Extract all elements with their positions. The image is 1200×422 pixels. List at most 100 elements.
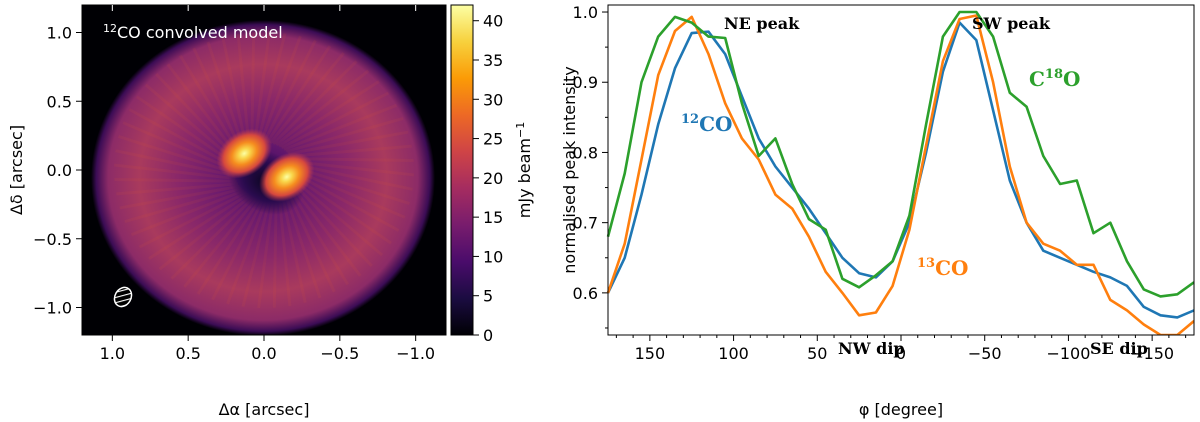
spoke [253, 31, 271, 144]
colorbar-tick-label: 30 [483, 90, 503, 109]
spoke [236, 33, 251, 147]
spoke [196, 196, 263, 295]
label-c18o-main: C [1029, 67, 1045, 91]
series-line-13co [606, 14, 1194, 335]
spoke [130, 189, 245, 237]
spoke [256, 32, 287, 144]
label-13co-main: CO [935, 256, 968, 280]
spoke [269, 52, 345, 144]
spoke [158, 194, 253, 271]
heatmap-panel: 12CO convolved model 1.0 0.5 0.0 −0.5 −1.01.… [7, 4, 447, 419]
line-ylabel: normalised peak intensity [560, 66, 579, 273]
label-c18o-sup: 18 [1045, 67, 1063, 82]
spoke [272, 60, 358, 145]
line-ytick-label: 0.8 [573, 143, 598, 162]
annotation-nw-dip: NW dip [838, 339, 905, 358]
colorbar-tick-label: 20 [483, 169, 503, 188]
heatmap-xtick-label: 0.0 [251, 344, 276, 363]
line-ytick-label: 0.6 [573, 284, 598, 303]
spoke [119, 184, 240, 210]
colorbar-tick-label: 15 [483, 208, 503, 227]
colorbar-tick-label: 5 [483, 287, 493, 306]
line-plot-frame [607, 4, 1195, 336]
colorbar-tick-label: 0 [483, 326, 493, 345]
spoke [148, 192, 250, 260]
line-xtick-label: −100 [1046, 344, 1090, 363]
emission-peak-ne [216, 128, 272, 179]
line-xlabel: φ [degree] [859, 400, 943, 419]
series-line-c18o [606, 10, 1194, 298]
line-xtick-label: 100 [718, 344, 749, 363]
line-xtick-label: −50 [968, 344, 1002, 363]
heatmap-ytick-label: 0.0 [47, 161, 72, 180]
line-ytick-label: 0.7 [573, 214, 598, 233]
spoke [116, 182, 239, 196]
heatmap-xtick-label: 0.5 [175, 344, 200, 363]
spoke [257, 196, 275, 309]
spoke [183, 196, 259, 288]
spoke [290, 180, 373, 267]
colorbar-tick-label: 10 [483, 247, 503, 266]
spoke [291, 177, 384, 257]
label-13co-sup: 13 [917, 256, 935, 271]
title-text: CO convolved model [117, 23, 283, 42]
heatmap-title: 12CO convolved model [103, 22, 283, 42]
heatmap-ylabel: Δδ [arcsec] [7, 125, 26, 215]
heatmap-ytick-label: 0.5 [47, 92, 72, 111]
spoke [114, 177, 237, 183]
line-xtick-label: 50 [807, 344, 827, 363]
spoke [138, 190, 248, 249]
colorbar-label-sup: −1 [514, 122, 527, 138]
spoke [128, 108, 235, 169]
heatmap-xtick-label: −0.5 [320, 344, 359, 363]
spoke [122, 121, 235, 172]
line-xtick-label: −150 [1130, 344, 1174, 363]
annotation-ne-peak: NE peak [724, 14, 800, 33]
heatmap-ytick-label: −0.5 [33, 230, 72, 249]
series-label-c18o: C18O [1029, 67, 1080, 91]
spoke [283, 103, 398, 151]
spoke [262, 39, 317, 144]
spoke [206, 41, 246, 150]
colorbar-tick-label: 25 [483, 130, 503, 149]
heatmap-xtick-label: −1.0 [396, 344, 435, 363]
annotation-sw-peak: SW peak [972, 14, 1051, 33]
label-12co-main: CO [699, 112, 732, 136]
line-ytick-label: 1.0 [573, 3, 598, 22]
spoke [288, 130, 409, 156]
spoke [226, 196, 269, 305]
spoke [115, 149, 235, 178]
heatmap-ytick-label: −1.0 [33, 299, 72, 318]
spoke [293, 171, 400, 232]
spoke [265, 45, 332, 144]
heatmap-ytick-label: 1.0 [47, 24, 72, 43]
line-xtick-label: 150 [635, 344, 666, 363]
label-12co-sup: 12 [681, 112, 699, 127]
spoke [259, 35, 302, 144]
spoke [113, 163, 236, 181]
colorbar: 0 5 10 15 20 25 30 35 40 mJy beam−1 [450, 4, 534, 345]
spoke [170, 195, 256, 280]
series-label-13co: 13CO [917, 256, 968, 280]
heatmap-axes: 1.0 0.5 0.0 −0.5 −1.0 1.0 0.5 0.0 −0.5 −1.0 [33, 5, 435, 363]
colorbar-label: mJy beam−1 [514, 122, 534, 218]
spoke [275, 69, 370, 146]
colorbar-label-main: mJy beam [515, 138, 534, 218]
spoke [291, 157, 414, 163]
heatmap-xtick-label: 1.0 [100, 344, 125, 363]
colorbar-ticks: 0 5 10 15 20 25 30 35 40 [473, 12, 503, 345]
spoke [250, 32, 256, 145]
series-line-12co [606, 21, 1194, 319]
title-superscript: 12 [103, 22, 117, 35]
spoke [280, 91, 390, 150]
line-plot-axes: 150 100 50 0 −50 −100 −150 0.6 0.7 0.8 0.9 1.0 [573, 3, 1187, 363]
spoke [278, 80, 380, 148]
spoke [221, 36, 248, 148]
spoke [124, 187, 243, 224]
series-label-12co: 12CO [681, 112, 732, 136]
spoke [289, 144, 412, 158]
annotation-se-dip: SE dip [1090, 339, 1148, 358]
colorbar-tick-label: 35 [483, 51, 503, 70]
line-ytick-label: 0.9 [573, 73, 598, 92]
